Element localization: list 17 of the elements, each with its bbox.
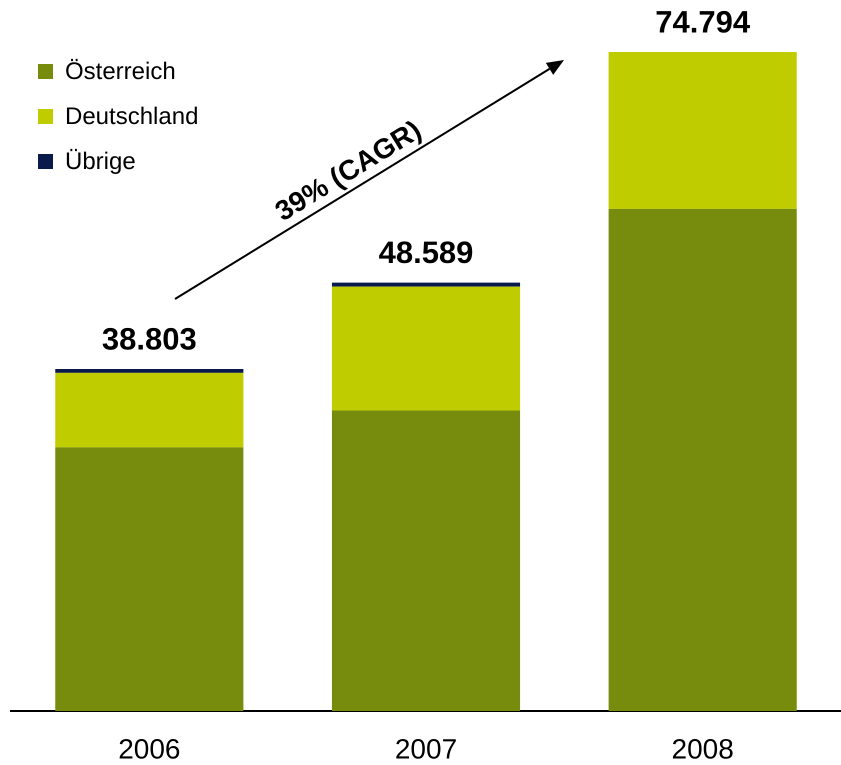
bar	[55, 372, 244, 448]
bar	[332, 286, 520, 410]
bar	[608, 52, 797, 209]
legend-label: Österreich	[65, 58, 176, 84]
legend-label: Deutschland	[65, 102, 198, 130]
bar	[608, 208, 797, 711]
legend-label: Übrige	[65, 148, 136, 174]
bar	[55, 368, 244, 373]
bar	[332, 410, 520, 711]
bar	[332, 282, 520, 287]
bar	[55, 447, 244, 711]
annotation: 38.803	[102, 322, 197, 357]
annotation: 74.794	[655, 4, 751, 40]
annotation: 48.589	[378, 235, 474, 270]
x-tick-label: 2008	[672, 734, 734, 765]
x-tick-label: 2006	[118, 734, 180, 765]
x-tick-label: 2007	[394, 734, 458, 765]
